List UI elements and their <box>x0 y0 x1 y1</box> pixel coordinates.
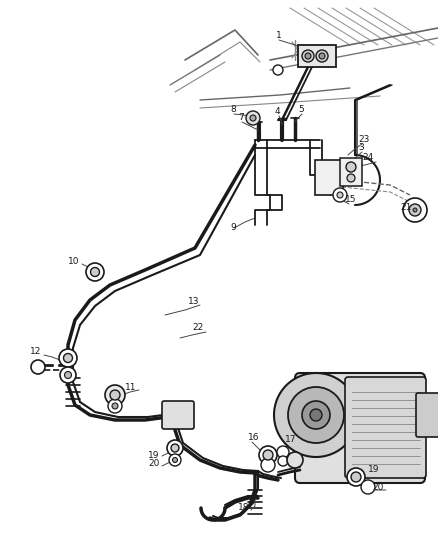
Circle shape <box>337 192 343 198</box>
Circle shape <box>64 353 73 362</box>
Text: 22: 22 <box>192 324 203 333</box>
Text: 24: 24 <box>362 154 373 163</box>
Text: 10: 10 <box>68 257 80 266</box>
Circle shape <box>110 390 120 400</box>
Circle shape <box>112 403 118 409</box>
Text: 21: 21 <box>400 204 411 213</box>
Circle shape <box>361 480 375 494</box>
Text: 1: 1 <box>276 30 282 39</box>
Circle shape <box>288 387 344 443</box>
Circle shape <box>333 188 347 202</box>
Circle shape <box>261 458 275 472</box>
Text: 3: 3 <box>358 143 364 152</box>
Text: 19: 19 <box>368 465 379 474</box>
Circle shape <box>105 385 125 405</box>
Circle shape <box>277 446 289 458</box>
Circle shape <box>259 446 277 464</box>
Circle shape <box>274 373 358 457</box>
FancyBboxPatch shape <box>162 401 194 429</box>
Circle shape <box>347 468 365 486</box>
Text: 7: 7 <box>238 114 244 123</box>
Text: 19: 19 <box>148 450 159 459</box>
Text: 23: 23 <box>358 135 369 144</box>
Text: 20: 20 <box>148 459 159 469</box>
Circle shape <box>409 204 421 216</box>
Circle shape <box>305 53 311 59</box>
Text: 17: 17 <box>285 435 297 445</box>
Circle shape <box>346 162 356 172</box>
Text: 18: 18 <box>238 504 250 513</box>
Text: 15: 15 <box>345 196 357 205</box>
Circle shape <box>167 440 183 456</box>
FancyBboxPatch shape <box>315 160 343 195</box>
Circle shape <box>278 456 288 466</box>
FancyBboxPatch shape <box>345 377 426 478</box>
Text: 9: 9 <box>230 223 236 232</box>
Circle shape <box>351 472 361 482</box>
Text: 13: 13 <box>188 297 199 306</box>
Circle shape <box>273 65 283 75</box>
Circle shape <box>316 50 328 62</box>
Text: 16: 16 <box>248 433 259 442</box>
FancyBboxPatch shape <box>295 373 425 483</box>
Circle shape <box>413 208 417 212</box>
Circle shape <box>246 111 260 125</box>
Circle shape <box>171 444 179 452</box>
Text: 12: 12 <box>30 348 41 357</box>
Text: 8: 8 <box>230 106 236 115</box>
Circle shape <box>64 372 71 378</box>
Circle shape <box>59 349 77 367</box>
Circle shape <box>173 457 177 463</box>
Circle shape <box>263 450 273 460</box>
Circle shape <box>403 198 427 222</box>
Circle shape <box>31 360 45 374</box>
FancyBboxPatch shape <box>298 45 336 67</box>
Circle shape <box>91 268 99 277</box>
Circle shape <box>287 452 303 468</box>
Text: 11: 11 <box>125 384 137 392</box>
Text: 5: 5 <box>298 106 304 115</box>
FancyBboxPatch shape <box>340 158 362 186</box>
Circle shape <box>302 50 314 62</box>
Circle shape <box>60 367 76 383</box>
Text: 4: 4 <box>275 108 281 117</box>
Circle shape <box>108 399 122 413</box>
Circle shape <box>250 115 256 121</box>
FancyBboxPatch shape <box>416 393 438 437</box>
Circle shape <box>347 174 355 182</box>
Text: 20: 20 <box>372 483 383 492</box>
Circle shape <box>86 263 104 281</box>
Circle shape <box>169 454 181 466</box>
Circle shape <box>310 409 322 421</box>
Circle shape <box>302 401 330 429</box>
Circle shape <box>319 53 325 59</box>
